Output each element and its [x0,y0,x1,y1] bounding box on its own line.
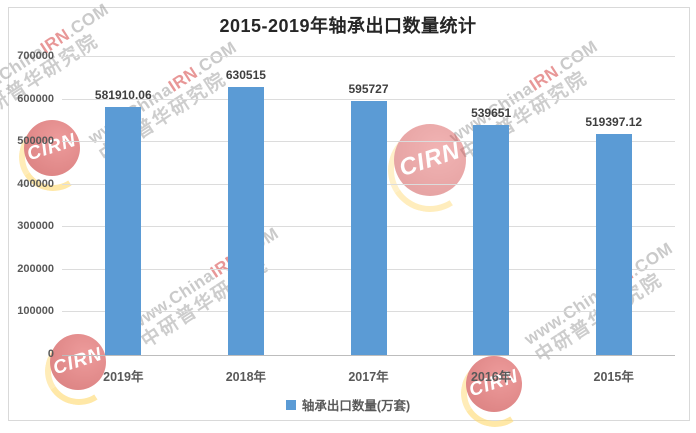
y-tick-label: 100000 [17,305,54,318]
bar-value-label: 519397.12 [585,115,643,129]
bar-2019年 [105,107,142,355]
plot-area [62,56,675,356]
bar-value-label: 581910.06 [94,88,152,102]
bar-value-label: 630515 [225,68,266,82]
y-tick-label: 600000 [17,92,54,105]
x-tick-label: 2016年 [470,370,512,384]
y-tick-label: 200000 [17,262,54,275]
x-tick-label: 2015年 [593,370,634,384]
x-tick-label: 2017年 [348,370,389,384]
y-tick-label: 700000 [17,50,54,62]
y-tick-label: 300000 [17,220,54,233]
x-tick-label: 2018年 [225,370,267,384]
legend: 轴承出口数量(万套) [0,395,696,414]
chart-border [8,7,690,421]
bar-value-label: 539651 [471,106,512,120]
y-tick-label: 0 [47,348,54,360]
bar-2015年 [595,134,632,355]
legend-swatch-icon [285,399,296,410]
chart-title: 2015-2019年轴承出口数量统计 [219,16,477,36]
bar-2017年 [350,101,387,355]
x-tick-label: 2019年 [103,370,144,384]
y-tick-label: 500000 [17,135,54,148]
bar-2018年 [227,87,264,355]
gridline [62,98,675,100]
bar-value-label: 595727 [348,82,389,96]
gridline [62,56,675,57]
y-tick-label: 400000 [17,177,54,190]
bar-2016年 [473,125,510,355]
legend-label: 轴承出口数量(万套) [301,399,411,413]
